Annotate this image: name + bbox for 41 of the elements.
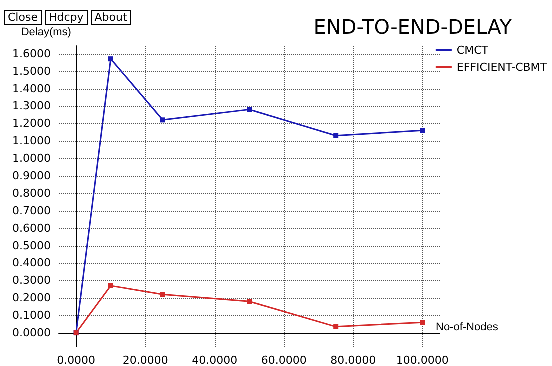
y-tick-label: 1.4000 (12, 82, 51, 96)
y-tick-label: 1.2000 (12, 117, 51, 130)
point (334, 133, 339, 138)
y-tick-label: 1.5000 (12, 64, 51, 78)
x-tick-label: 20.0000 (122, 354, 168, 366)
legend-label: CMCT (456, 44, 489, 57)
point (420, 128, 426, 134)
x-tick-label: 80.0000 (330, 354, 376, 366)
y-tick-label: 0.3000 (12, 274, 51, 288)
x-tick-label: 100.0000 (396, 354, 449, 366)
y-tick-label: 1.3000 (12, 100, 51, 113)
point (420, 320, 426, 326)
y-tick-label: 1.1000 (12, 134, 51, 148)
point (160, 118, 166, 123)
chart-title: END-TO-END-DELAY (314, 15, 513, 39)
point (108, 283, 114, 288)
legend-label: EFFICIENT-CBMT (456, 61, 548, 74)
y-tick-label: 0.8000 (12, 186, 51, 200)
y-tick-label: 0.6000 (12, 222, 51, 235)
x-tick-label: 0.0000 (57, 354, 96, 366)
button: About (90, 10, 132, 25)
y-tick-label: 0.0000 (12, 326, 51, 340)
point (160, 292, 166, 298)
point (247, 299, 252, 304)
y-tick-label: 0.7000 (12, 204, 51, 218)
y-axis-title: Delay(ms) (21, 26, 72, 38)
y-tick-label: 0.2000 (12, 292, 51, 305)
button: Hdcpy (44, 10, 88, 25)
y-tick-label: 0.9000 (12, 169, 51, 182)
y-tick-label: 0.1000 (12, 309, 51, 322)
point (108, 56, 114, 62)
y-tick-label: 0.4000 (12, 256, 51, 270)
y-tick-label: 0.5000 (12, 239, 51, 252)
x-tick-label: 60.0000 (261, 354, 307, 366)
x-axis-title: No-of-Nodes (436, 322, 499, 334)
y-tick-label: 1.0000 (12, 152, 51, 166)
x-tick-label: 40.0000 (192, 354, 238, 366)
point (334, 324, 339, 330)
button: Close (4, 10, 42, 25)
point (247, 107, 252, 112)
y-tick-label: 1.6000 (12, 47, 51, 60)
